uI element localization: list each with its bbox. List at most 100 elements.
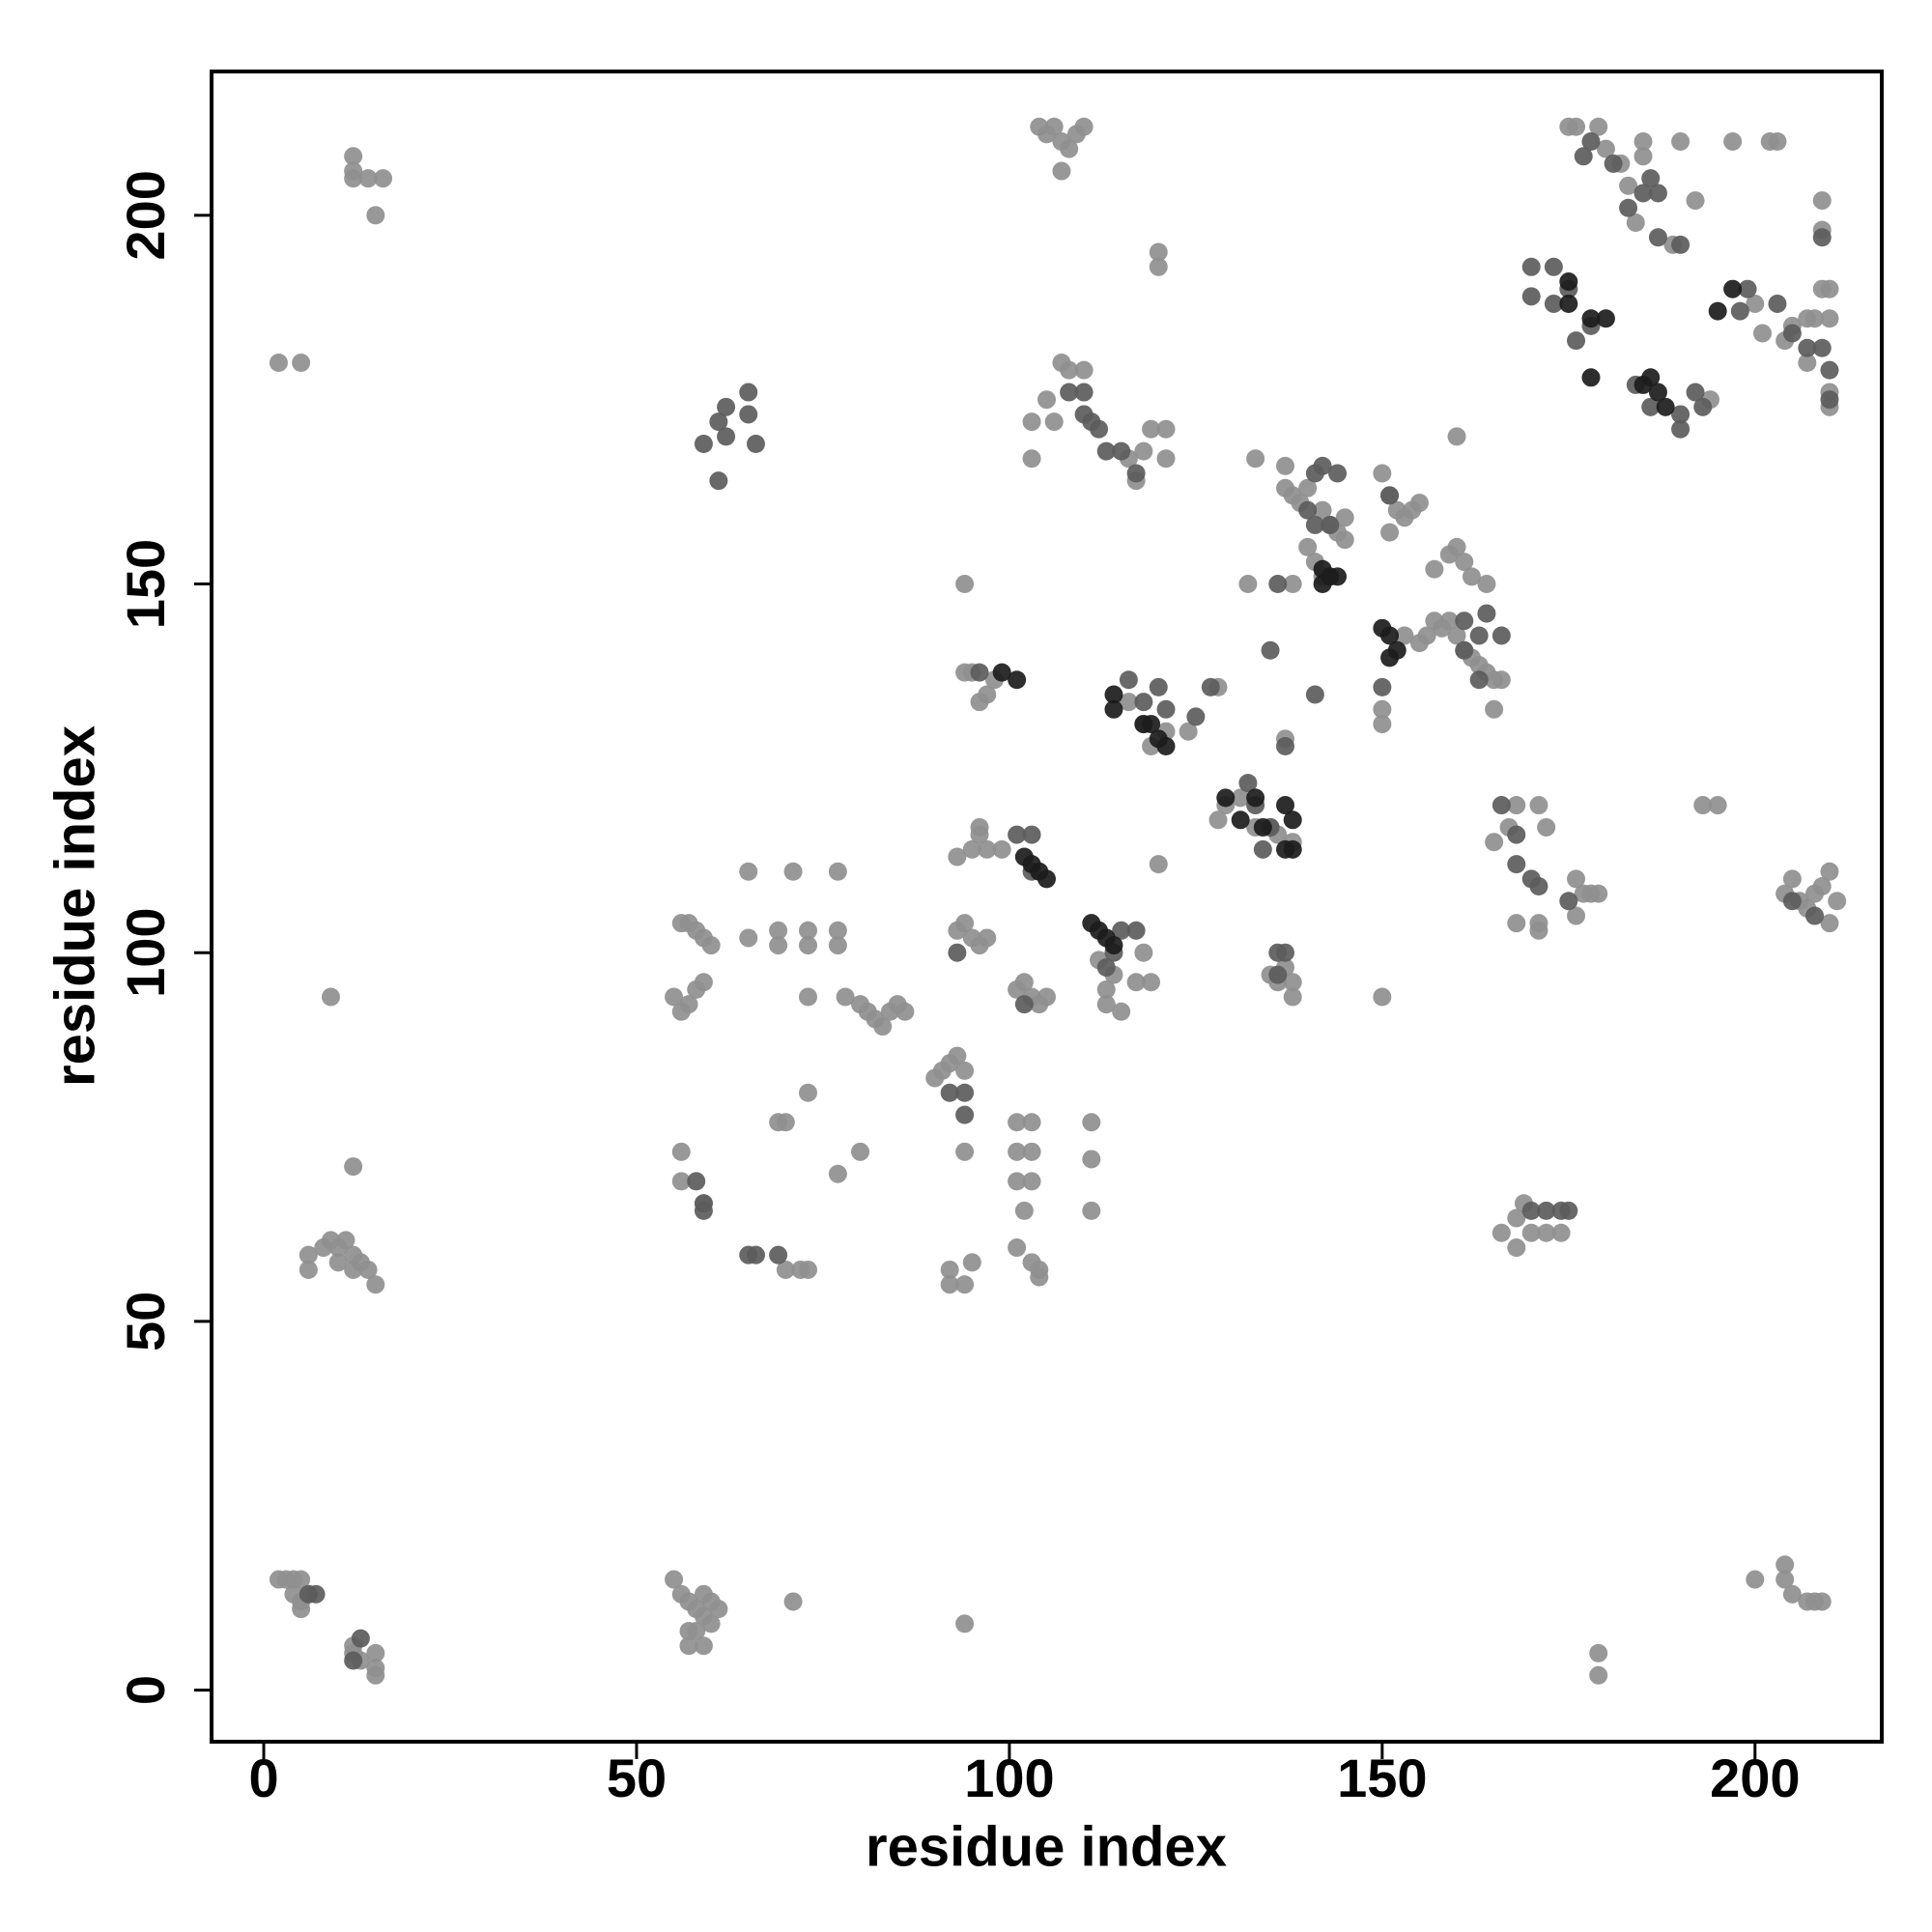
point (1112, 441, 1131, 461)
point (1686, 191, 1705, 211)
point (701, 936, 721, 955)
point (322, 987, 340, 1007)
point (1634, 184, 1653, 203)
point (1409, 494, 1429, 513)
point (1276, 456, 1294, 475)
x-tick-label: 200 (1710, 1747, 1800, 1808)
point (1149, 855, 1168, 874)
point (679, 995, 698, 1014)
point (1820, 309, 1839, 328)
point (1373, 987, 1392, 1007)
point (1030, 1267, 1049, 1287)
point (1551, 1223, 1571, 1242)
point (1507, 796, 1526, 815)
point (1328, 567, 1348, 586)
point (1380, 626, 1400, 645)
point (1112, 1002, 1131, 1021)
point (1708, 301, 1727, 321)
point (344, 1157, 363, 1177)
y-tick-label: 100 (115, 907, 176, 997)
point (1305, 685, 1324, 704)
point (1268, 575, 1288, 594)
point (955, 575, 975, 594)
point (1559, 892, 1578, 911)
point (828, 1164, 847, 1183)
point (1567, 117, 1586, 136)
point (1082, 1113, 1101, 1132)
point (1022, 1113, 1041, 1132)
point (1693, 796, 1713, 815)
point (1134, 943, 1153, 962)
point (1828, 892, 1847, 911)
point (1156, 736, 1176, 755)
point (1507, 855, 1526, 874)
point (1768, 132, 1787, 152)
point (1544, 257, 1563, 276)
point (687, 1621, 706, 1640)
point (1044, 117, 1064, 136)
point (1126, 921, 1146, 940)
point (1544, 294, 1563, 313)
point (962, 839, 981, 859)
point (1589, 117, 1608, 136)
point (1313, 575, 1332, 594)
point (1567, 869, 1586, 889)
point (1082, 1150, 1101, 1169)
point (1507, 914, 1526, 933)
point (1521, 257, 1541, 276)
point (298, 1245, 318, 1264)
point (1074, 360, 1094, 380)
x-tick-label: 50 (607, 1747, 667, 1808)
point (366, 1275, 385, 1294)
point (1447, 537, 1466, 556)
point (709, 471, 728, 491)
point (739, 383, 758, 402)
point (1776, 1555, 1795, 1575)
point (1373, 699, 1392, 719)
point (1246, 449, 1265, 469)
point (1455, 640, 1474, 660)
point (895, 1002, 915, 1021)
point (1820, 360, 1839, 380)
point (992, 839, 1011, 859)
plot-frame (210, 70, 1884, 1744)
point (1469, 626, 1489, 645)
point (955, 914, 975, 933)
point (955, 1083, 975, 1102)
point (1022, 825, 1041, 844)
point (717, 427, 736, 446)
point (1044, 412, 1064, 432)
point (1782, 324, 1802, 343)
point (799, 1260, 817, 1279)
point (799, 987, 817, 1007)
point (1447, 427, 1466, 446)
point (1604, 154, 1623, 173)
point (1238, 774, 1258, 793)
point (1104, 685, 1123, 704)
point (1634, 375, 1653, 394)
point (1014, 995, 1034, 1014)
point (776, 1113, 795, 1132)
point (292, 354, 311, 373)
point (1581, 132, 1601, 152)
point (1074, 117, 1094, 136)
point (1014, 973, 1034, 992)
point (1492, 626, 1511, 645)
point (836, 987, 855, 1007)
point (1812, 338, 1832, 357)
point (948, 847, 967, 867)
point (970, 663, 989, 682)
point (344, 147, 363, 166)
point (1537, 817, 1556, 837)
point (665, 1570, 684, 1589)
point (306, 1584, 326, 1604)
point (1425, 559, 1444, 579)
point (1730, 301, 1749, 321)
point (1559, 1201, 1578, 1220)
point (679, 1636, 698, 1656)
point (1134, 693, 1153, 712)
point (1477, 575, 1496, 594)
point (298, 1260, 318, 1279)
point (1439, 611, 1459, 631)
